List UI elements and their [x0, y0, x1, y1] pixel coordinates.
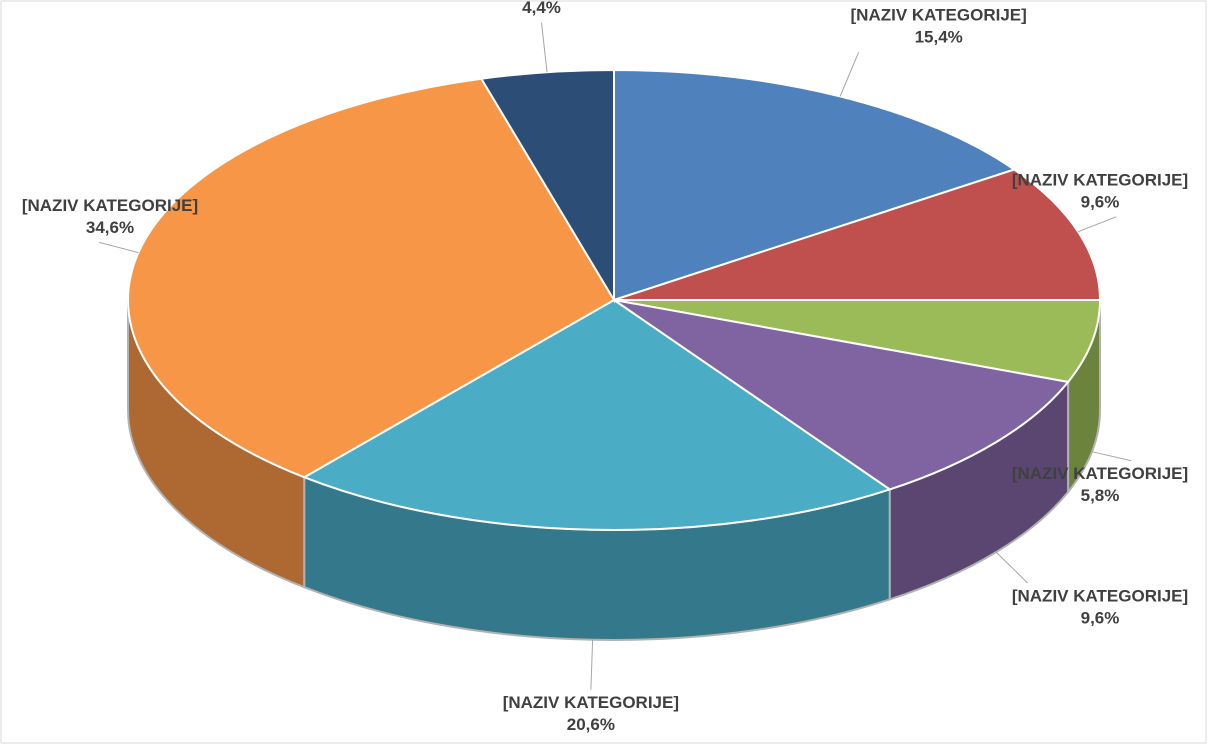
category-label: [NAZIV KATEGORIJE]: [1012, 464, 1188, 483]
category-label: [NAZIV KATEGORIJE]: [1012, 586, 1188, 605]
slice: [613, 299, 1102, 384]
leader-line: [99, 241, 139, 254]
value-label: 4,4%: [522, 0, 561, 17]
labels: [NAZIV KATEGORIJE] 15,4% [NAZIV KATEGORIJE…: [22, 0, 1188, 734]
tops: [127, 68, 1102, 531]
value-label: 5,8%: [1081, 486, 1120, 505]
leader-line: [1077, 216, 1117, 233]
value-label: 9,6%: [1081, 608, 1120, 627]
category-label: [NAZIV KATEGORIJE]: [503, 693, 679, 712]
leader-line: [541, 22, 548, 73]
leader-line: [590, 639, 594, 690]
slice: [613, 299, 1070, 491]
leader-line: [839, 51, 860, 97]
value-label: 15,4%: [915, 28, 963, 47]
category-label: [NAZIV KATEGORIJE]: [851, 6, 1027, 25]
sides: [127, 299, 1101, 641]
slice: [301, 298, 892, 531]
leader-line: [1091, 451, 1132, 462]
category-label: [NAZIV KATEGORIJE]: [1012, 170, 1188, 189]
category-label: [NAZIV KATEGORIJE]: [22, 196, 198, 215]
leader-line: [995, 551, 1028, 584]
value-label: 9,6%: [1081, 192, 1120, 211]
value-label: 34,6%: [86, 218, 134, 237]
value-label: 20,6%: [567, 715, 615, 734]
